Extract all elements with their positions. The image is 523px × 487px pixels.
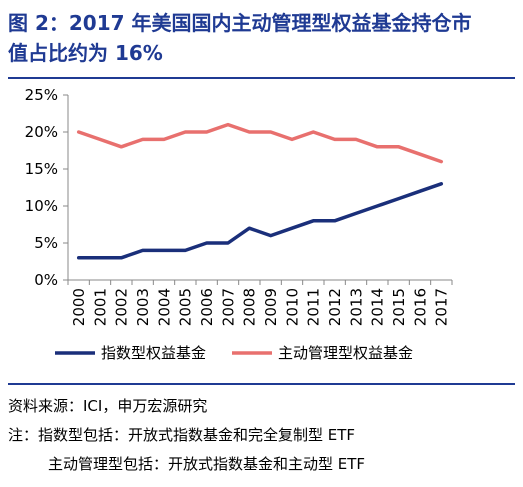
x-tick-label: 2010	[283, 288, 301, 326]
x-tick-label: 2008	[241, 288, 259, 326]
title-divider	[8, 77, 515, 79]
source-note: 资料来源：ICI，申万宏源研究	[8, 397, 208, 415]
figure-notes: 资料来源：ICI，申万宏源研究 注：指数型包括：开放式指数基金和完全复制型 ET…	[8, 392, 518, 479]
y-tick-label: 20%	[25, 123, 58, 141]
y-tick-label: 5%	[34, 234, 58, 252]
figure-title-line-2: 值占比约为 16%	[8, 41, 163, 65]
notes-divider	[8, 383, 515, 385]
x-tick-label: 2002	[113, 288, 131, 326]
figure-title: 图 2：2017 年美国国内主动管理型权益基金持仓市 值占比约为 16%	[8, 8, 513, 68]
x-tick-label: 2000	[70, 288, 88, 326]
x-axis-ticks: 2000 2001 2002 2003 2004 2005 2006 2007 2008 2009…	[67, 280, 453, 326]
x-tick-label: 2005	[177, 288, 195, 326]
y-tick-label: 10%	[25, 197, 58, 215]
legend-label: 指数型权益基金	[101, 344, 206, 362]
x-tick-label: 2011	[305, 288, 323, 326]
note-line-1: 注：指数型包括：开放式指数基金和完全复制型 ETF	[8, 426, 356, 444]
x-tick-label: 2017	[433, 288, 451, 326]
x-tick-label: 2004	[155, 288, 173, 326]
chart-axes	[67, 95, 452, 281]
x-tick-label: 2016	[411, 288, 429, 326]
y-axis-ticks: 0% 5% 10% 15% 20% 25%	[25, 86, 68, 289]
y-tick-label: 0%	[34, 271, 58, 289]
line-chart: 0%5%10%15%20%25% 2000 2001 2002 2003 2004 200…	[25, 86, 453, 362]
x-tick-label: 2015	[390, 288, 408, 326]
index-fund-series-line	[76, 182, 444, 260]
y-tick-label: 15%	[25, 160, 58, 178]
x-tick-label: 2009	[262, 288, 280, 326]
active-fund-series-line	[76, 122, 444, 164]
y-tick-label: 25%	[25, 86, 58, 104]
note-line-2: 主动管理型包括：开放式指数基金和主动型 ETF	[48, 455, 366, 473]
x-tick-label: 2013	[347, 288, 365, 326]
chart-series	[76, 122, 444, 260]
legend-label: 主动管理型权益基金	[278, 344, 413, 362]
figure-title-line-1: 图 2：2017 年美国国内主动管理型权益基金持仓市	[8, 11, 472, 35]
chart-legend: 指数型权益基金 主动管理型权益基金	[55, 344, 413, 362]
x-tick-label: 2003	[134, 288, 152, 326]
x-tick-label: 2014	[369, 288, 387, 326]
x-tick-label: 2001	[91, 288, 109, 326]
x-tick-label: 2006	[198, 288, 216, 326]
x-tick-label: 2007	[219, 288, 237, 326]
x-tick-label: 2012	[326, 288, 344, 326]
